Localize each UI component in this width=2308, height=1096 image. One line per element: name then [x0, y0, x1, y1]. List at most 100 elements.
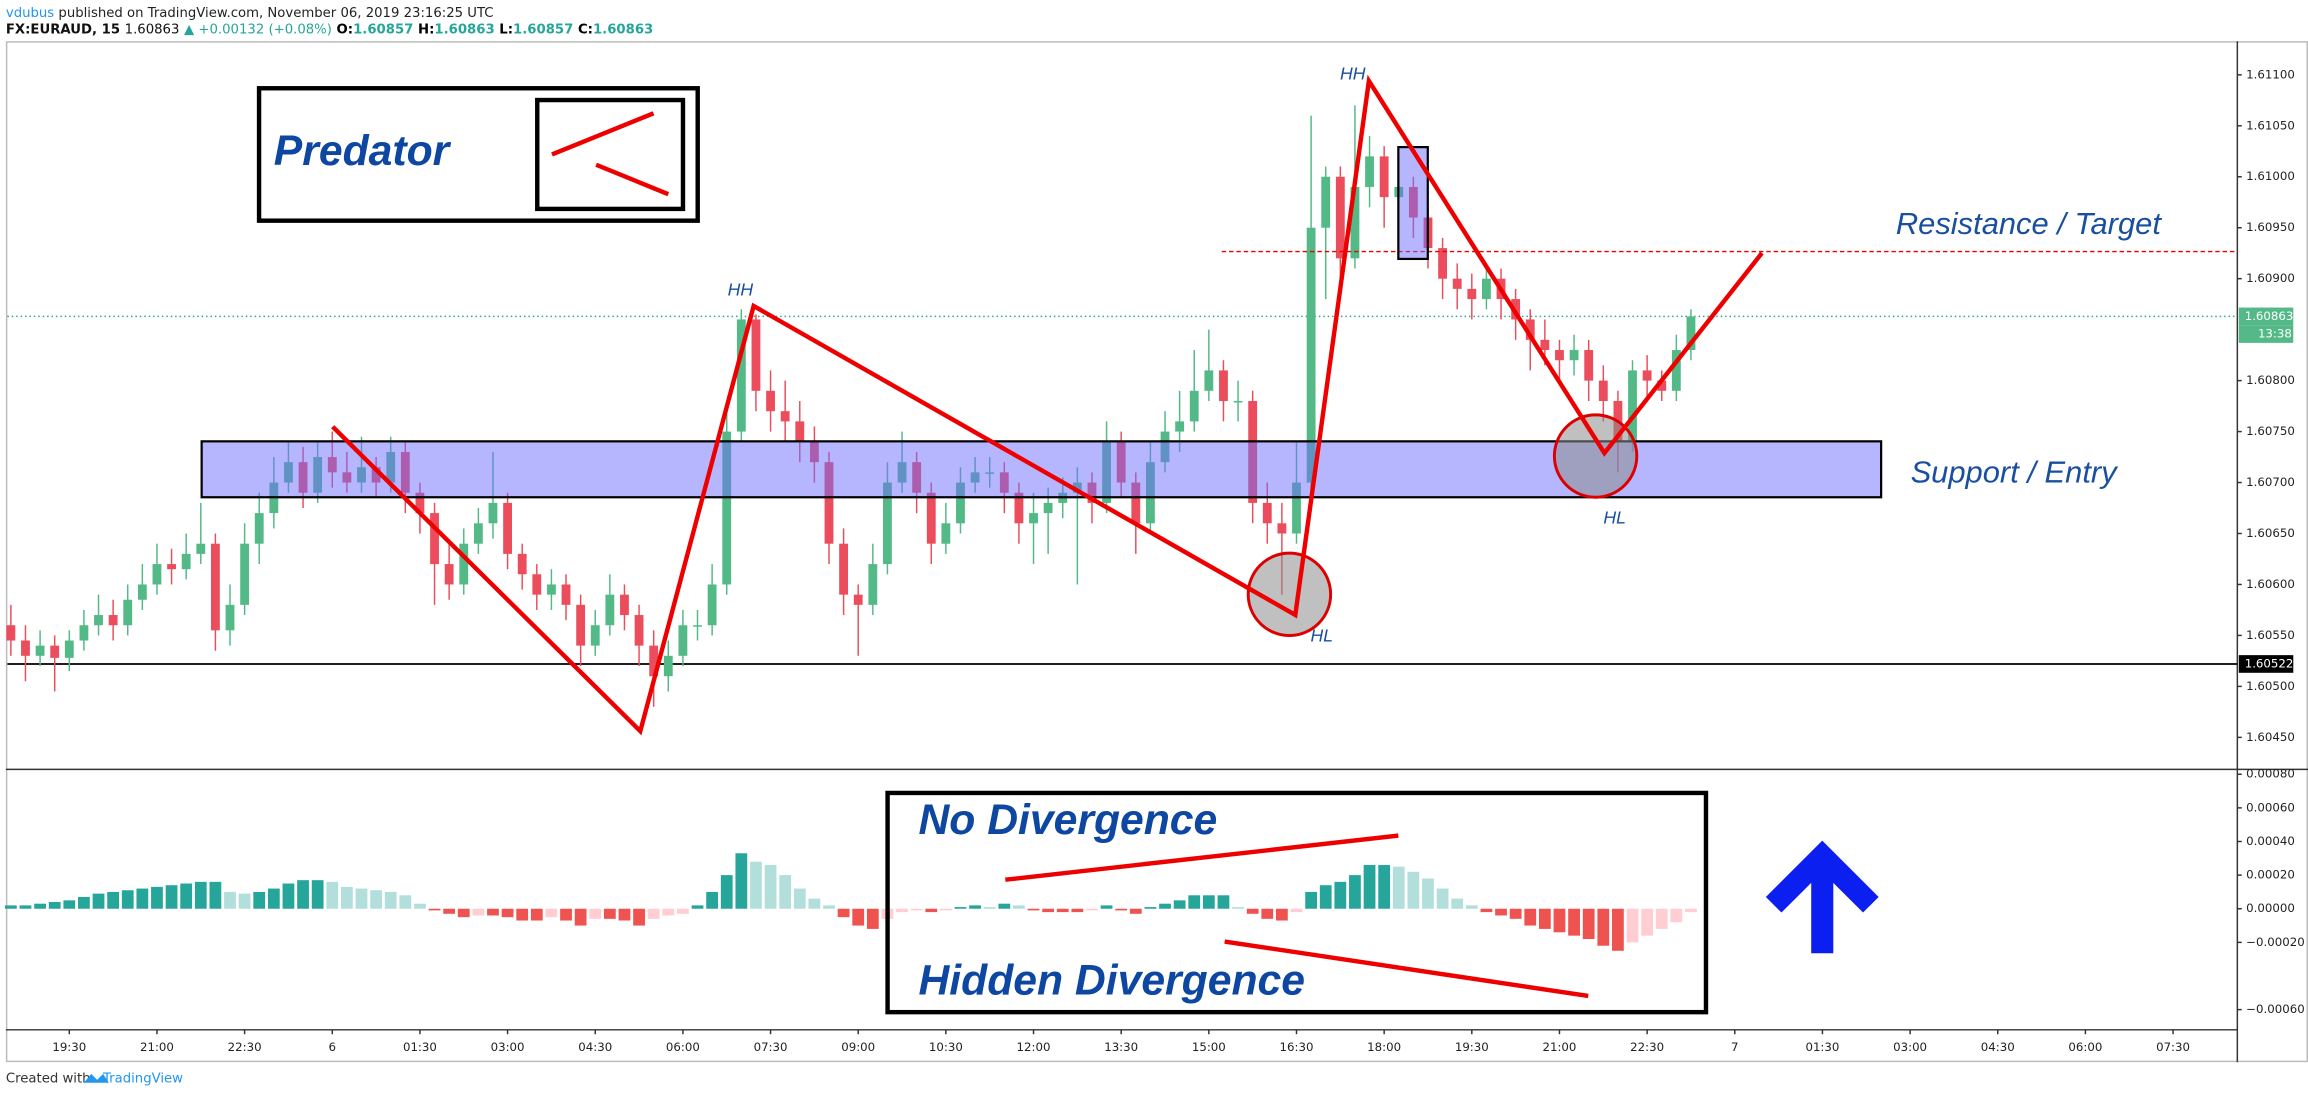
- candle-body: [751, 319, 761, 391]
- histogram-bar: [1597, 908, 1610, 946]
- candle-body: [1657, 380, 1667, 391]
- histogram-bar: [297, 880, 309, 909]
- candle-body: [1569, 350, 1579, 361]
- candle-body: [926, 492, 936, 544]
- published: published on TradingView.com, November 0…: [58, 6, 493, 21]
- x-tick-label: 19:30: [52, 1040, 86, 1054]
- histogram-bar: [1641, 908, 1654, 936]
- histogram-bar: [1509, 908, 1522, 919]
- x-tick-label: 7: [1731, 1040, 1739, 1054]
- histogram-bar: [1261, 908, 1274, 919]
- histogram-bar: [1655, 908, 1668, 929]
- histogram-bar: [706, 891, 719, 909]
- footer-created: Created with: [6, 1071, 91, 1086]
- histogram-bar: [443, 908, 456, 914]
- y-tick-label: −0.00020: [2246, 935, 2305, 949]
- candle-body: [415, 492, 425, 514]
- histogram-bar: [1188, 895, 1201, 909]
- histogram-bar: [633, 908, 645, 926]
- candle-body: [137, 584, 147, 600]
- candle-body: [547, 584, 556, 595]
- candle-body: [532, 574, 542, 595]
- x-tick-label: 04:30: [578, 1040, 612, 1054]
- histogram-bar: [1392, 866, 1405, 909]
- histogram-bar: [1086, 908, 1098, 911]
- histogram-bar: [19, 905, 32, 909]
- histogram-bar: [1451, 898, 1464, 909]
- histogram-bar: [384, 891, 397, 909]
- histogram-bar: [1582, 908, 1595, 940]
- histogram-bar: [136, 888, 149, 909]
- histogram-bar: [691, 905, 704, 909]
- c-label: C:: [578, 22, 593, 37]
- level-box: [2238, 655, 2294, 673]
- legend-line: [595, 162, 670, 197]
- candle-body: [488, 502, 498, 524]
- candle-body: [1131, 482, 1141, 524]
- histogram-bar: [1334, 881, 1347, 909]
- histogram-bar: [574, 908, 587, 926]
- y-tick-label: 0.00040: [2246, 834, 2295, 848]
- x-tick-label: 03:00: [491, 1040, 525, 1054]
- histogram-bar: [311, 880, 324, 909]
- candle-body: [1219, 370, 1228, 401]
- x-tick-label: 21:00: [140, 1040, 174, 1054]
- histogram-bar: [969, 905, 981, 909]
- histogram-bar: [852, 908, 865, 926]
- no-divergence-label: No Divergence: [918, 796, 1217, 844]
- histogram-bar: [1013, 905, 1025, 909]
- histogram-bar: [1305, 891, 1317, 909]
- hl-label: HL: [1311, 625, 1334, 645]
- o-value: 1.60857: [353, 22, 413, 37]
- histogram-bar: [866, 908, 879, 929]
- candle-body: [839, 543, 849, 595]
- histogram-bar: [1626, 908, 1639, 943]
- y-tick-label: 1.60450: [2246, 730, 2295, 744]
- header-line: vdubus published on TradingView.com, Nov…: [6, 6, 494, 21]
- histogram-bar: [1129, 908, 1142, 914]
- histogram-bar: [340, 886, 353, 909]
- candle-body: [605, 594, 615, 626]
- histogram-bar: [1436, 888, 1449, 909]
- x-tick-label: 07:30: [754, 1040, 788, 1054]
- frame: [5, 41, 2308, 1063]
- histogram-bar: [618, 908, 631, 921]
- x-tick-label: 06:00: [2068, 1040, 2102, 1054]
- c-value: 1.60863: [593, 22, 653, 37]
- histogram-bar: [209, 881, 222, 909]
- histogram-bar: [1553, 908, 1566, 933]
- histogram-bar: [545, 908, 558, 918]
- x-tick-label: 01:30: [403, 1040, 437, 1054]
- logo: [83, 1073, 109, 1083]
- candle-body: [1438, 248, 1448, 279]
- candle-body: [1628, 370, 1637, 442]
- histogram-bar: [355, 888, 368, 909]
- histogram-bar: [1670, 908, 1683, 923]
- histogram-bar: [1349, 875, 1361, 909]
- divergence-line: [1005, 833, 1399, 882]
- hidden-divergence-label: Hidden Divergence: [918, 957, 1304, 1005]
- candle-body: [517, 553, 527, 575]
- marks: 1.61100 1.61050 1.61000 1.60950 1.60900 1.608…: [4, 67, 2305, 1054]
- hl-label: HL: [1603, 508, 1626, 528]
- x-tick-label: 19:30: [1455, 1040, 1489, 1054]
- histogram-bar: [1480, 908, 1493, 913]
- candle-body: [1029, 513, 1038, 524]
- histogram-bar: [1027, 908, 1040, 911]
- histogram-bar: [1612, 908, 1624, 951]
- histogram-bar: [1159, 903, 1171, 909]
- x-tick-label: 10:30: [929, 1040, 963, 1054]
- histogram-bar: [925, 908, 938, 913]
- candle-body: [707, 584, 717, 626]
- histogram-bar: [1378, 865, 1391, 909]
- histogram-bar: [530, 908, 543, 921]
- divergence-line: [1224, 939, 1589, 999]
- histogram-bar: [779, 875, 792, 909]
- histogram-bar: [735, 853, 748, 909]
- y-tick-label: 1.60600: [2246, 577, 2295, 591]
- candle-body: [459, 543, 469, 585]
- histogram-bar: [1685, 908, 1697, 913]
- up-arrow: [1765, 840, 1879, 954]
- candle-body: [1671, 350, 1681, 391]
- histogram-bar: [750, 861, 762, 909]
